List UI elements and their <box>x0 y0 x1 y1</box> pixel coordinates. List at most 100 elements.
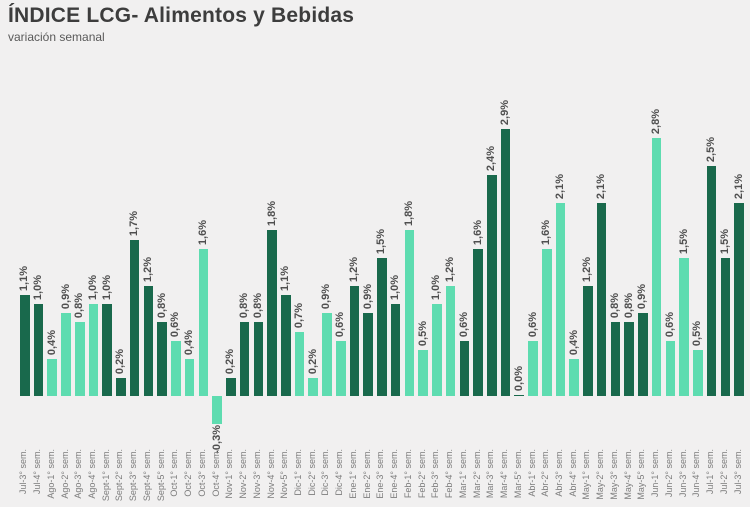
bar-value-label: 1,0% <box>86 274 99 300</box>
x-axis-label: Nov-1° sem. <box>224 449 235 499</box>
bar <box>528 340 538 396</box>
bar <box>706 166 717 396</box>
page-subtitle: variación semanal <box>8 30 105 44</box>
bar-value-label: 2,9% <box>499 100 512 126</box>
x-axis-label: Sept-3° sem. <box>128 449 139 502</box>
bar <box>171 340 181 396</box>
bar-value-label: 0,8% <box>155 293 168 319</box>
bar <box>294 331 305 396</box>
x-axis-label: Jun-1° sem. <box>650 449 661 498</box>
bar <box>239 322 250 396</box>
bar <box>569 359 580 396</box>
bar-value-label: 0,9% <box>59 284 72 310</box>
bar-value-label: 0,8% <box>73 293 86 319</box>
x-axis-label: Jul-2° sem. <box>718 449 729 495</box>
bar <box>335 340 346 396</box>
bar <box>638 313 648 396</box>
bar-value-label: 1,6% <box>196 219 209 245</box>
bar <box>61 313 71 396</box>
bar-value-label: 0,7% <box>293 302 306 328</box>
bar <box>349 285 360 396</box>
bar <box>129 239 140 396</box>
bar-value-label: 1,2% <box>141 256 154 282</box>
x-axis-label: Mar-1° sem. <box>457 449 468 499</box>
bar-value-label: 0,4% <box>567 330 580 356</box>
bar-value-label: 2,1% <box>595 173 608 199</box>
bar-value-label: 0,8% <box>251 293 264 319</box>
x-axis-label: Mar-2° sem. <box>471 449 482 499</box>
x-axis-label: Feb-2° sem. <box>416 449 427 499</box>
bar <box>88 304 99 396</box>
x-axis-label: Jul-3° sem. <box>732 449 743 495</box>
x-axis-label: Dic-1° sem. <box>293 449 304 496</box>
x-axis-label: Oct-3° sem. <box>196 449 207 497</box>
bar-value-label: 2,1% <box>732 173 745 199</box>
bar <box>47 359 58 396</box>
bar <box>583 285 593 396</box>
page-title: ÍNDICE LCG- Alimentos y Bebidas <box>8 4 355 27</box>
bar-value-label: 1,5% <box>677 228 690 254</box>
x-axis-label: Dic-3° sem. <box>320 449 331 496</box>
bar <box>679 258 689 396</box>
bar <box>322 313 332 396</box>
bar <box>404 230 415 396</box>
bar-value-label: 0,6% <box>526 311 539 337</box>
x-axis-label: Jul-3° sem. <box>18 449 29 495</box>
x-axis-label: Feb-4° sem. <box>444 449 455 499</box>
x-axis-label: Ene-3° sem. <box>375 449 386 499</box>
bar <box>541 248 552 396</box>
x-axis-label: Ago-4° sem. <box>86 449 97 499</box>
bar <box>33 304 44 396</box>
bar <box>651 138 662 396</box>
bar-value-label: 1,2% <box>444 256 457 282</box>
bar-value-label: 0,8% <box>622 293 635 319</box>
x-axis-label: Ene-1° sem. <box>347 449 358 499</box>
bar <box>212 396 222 424</box>
x-axis-label: May-2° sem. <box>595 449 606 500</box>
bar-value-label: 1,1% <box>279 265 292 291</box>
bar-value-label: 1,8% <box>402 201 415 227</box>
bar-value-label: 1,7% <box>128 210 141 236</box>
bar <box>363 313 373 396</box>
bar <box>555 202 566 396</box>
bar <box>377 258 387 396</box>
bar <box>390 304 401 396</box>
bar <box>693 350 703 396</box>
bar-value-label: 1,5% <box>375 228 388 254</box>
x-axis-label: Jun-2° sem. <box>663 449 674 498</box>
bar <box>102 304 112 396</box>
bar-value-label: 1,6% <box>471 219 484 245</box>
x-axis-label: Oct-2° sem. <box>183 449 194 497</box>
bar-value-label: 1,0% <box>389 274 402 300</box>
bar <box>253 322 264 396</box>
x-axis-label: Abr-3° sem. <box>553 449 564 497</box>
x-axis-label: Mar-5° sem. <box>512 449 523 499</box>
bar-value-label: 0,8% <box>238 293 251 319</box>
x-axis-label: Ago-3° sem. <box>73 449 84 499</box>
bar-value-label: 1,6% <box>540 219 553 245</box>
x-axis-label: May-4° sem. <box>622 449 633 500</box>
bar-value-label: 1,8% <box>265 201 278 227</box>
bar <box>720 258 731 396</box>
bar <box>432 304 442 396</box>
x-axis-label: Oct-1° sem. <box>169 449 180 497</box>
x-axis-label: Ago-2° sem. <box>59 449 70 499</box>
bar <box>487 175 497 396</box>
x-axis-label: Ago-1° sem. <box>45 449 56 499</box>
x-axis-label: Sept-1° sem. <box>100 449 111 502</box>
bar <box>280 294 291 396</box>
bar-value-label: 1,2% <box>347 256 360 282</box>
x-axis-label: Mar-3° sem. <box>485 449 496 499</box>
bar-value-label: 0,5% <box>416 320 429 346</box>
bar-value-label: 0,4% <box>45 330 58 356</box>
bar-value-label: 1,0% <box>32 274 45 300</box>
x-axis-label: Dic-4° sem. <box>334 449 345 496</box>
x-axis-label: Sept-5° sem. <box>155 449 166 502</box>
bar-value-label: 0,6% <box>663 311 676 337</box>
x-axis-label: Nov-5° sem. <box>279 449 290 499</box>
bar-value-label: 0,6% <box>169 311 182 337</box>
bar-value-label: 1,0% <box>100 274 113 300</box>
bar-value-label: 0,8% <box>608 293 621 319</box>
x-axis-label: Feb-1° sem. <box>402 449 413 499</box>
